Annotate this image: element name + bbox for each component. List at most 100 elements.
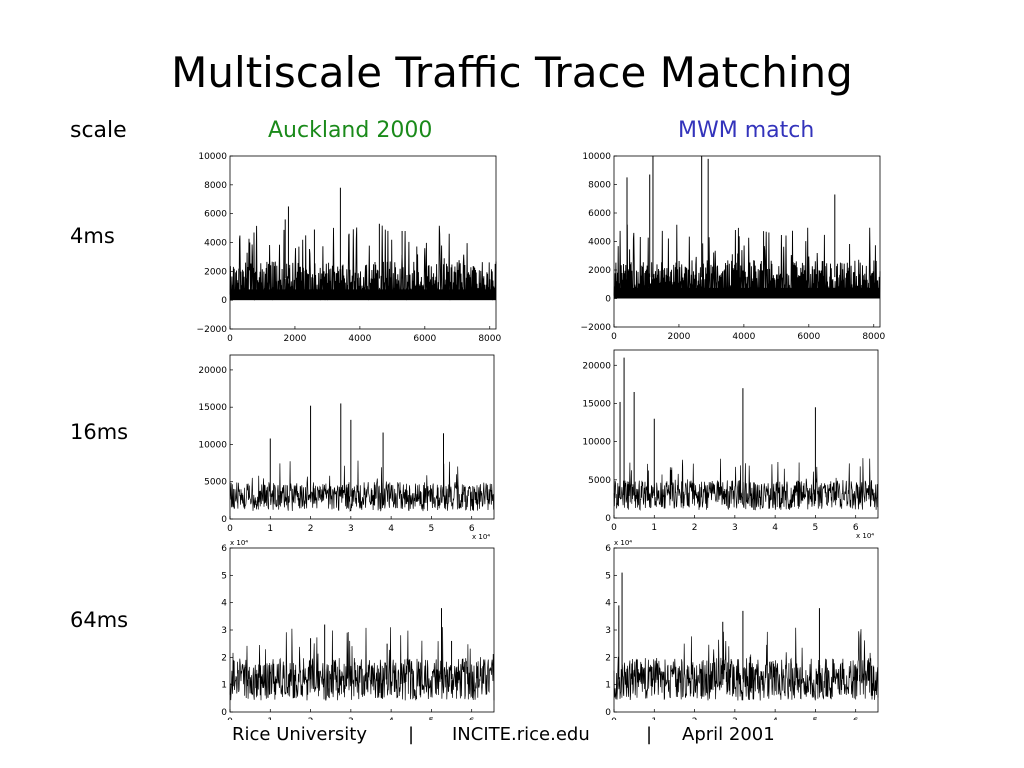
y-tick-label: 10000 <box>582 152 611 162</box>
row-label-64ms: 64ms <box>70 608 129 632</box>
y-tick-label: 6000 <box>588 209 611 219</box>
y-tick-label: 6000 <box>204 210 227 220</box>
x-tick-label: 4 <box>772 717 778 720</box>
y-multiplier-label: x 10⁴ <box>230 539 248 547</box>
trace-dense-band <box>230 289 496 301</box>
trace-series <box>613 224 881 299</box>
y-tick-label: 5000 <box>204 478 227 488</box>
y-tick-label: 0 <box>605 514 611 524</box>
trace-panel: 0 1 2 3 4 5 6 0 5000 10000 15000 20000 x 10⁴ <box>198 354 495 541</box>
x-tick-label: 5 <box>813 717 819 720</box>
y-tick-label: 3 <box>221 626 227 636</box>
y-tick-label: 6 <box>221 544 227 554</box>
y-tick-label: 4000 <box>204 239 227 249</box>
x-tick-label: 0 <box>227 524 233 534</box>
x-tick-label: 2 <box>308 717 314 720</box>
trace-series <box>229 627 495 701</box>
y-tick-label: 3 <box>605 626 611 636</box>
trace-panel: 0 1 2 3 4 5 6 0 5000 10000 15000 20000 x 10⁴ <box>582 349 879 540</box>
x-tick-label: 4 <box>388 717 394 720</box>
y-tick-label: 6 <box>605 544 611 554</box>
plot-frame <box>613 155 881 328</box>
footer-org: Rice University <box>232 724 367 745</box>
x-tick-label: 5 <box>429 717 435 720</box>
column-label-mwm: MWM match <box>678 118 815 143</box>
y-tick-label: 0 <box>605 295 611 305</box>
footer-site: INCITE.rice.edu <box>452 724 590 745</box>
x-tick-label: 8000 <box>862 332 885 342</box>
plot-frame <box>229 155 497 330</box>
y-tick-label: 15000 <box>198 403 227 413</box>
x-tick-label: 6 <box>469 524 475 534</box>
x-tick-label: 6000 <box>797 332 820 342</box>
footer-separator: | <box>408 724 415 745</box>
x-multiplier-label: x 10⁴ <box>856 532 874 540</box>
footer-separator: | <box>646 724 653 745</box>
x-tick-label: 2000 <box>283 334 306 344</box>
x-tick-label: 5 <box>813 523 819 533</box>
y-tick-label: 4 <box>605 599 611 609</box>
trace-panel: 0 2000 4000 6000 8000−2000020004000600080001… <box>581 152 886 342</box>
x-tick-label: 0 <box>611 523 617 533</box>
trace-panel: 01234560123456x 10⁴x 10⁴ <box>221 539 495 720</box>
x-tick-label: 3 <box>732 523 738 533</box>
x-tick-label: 1 <box>267 524 273 534</box>
y-tick-label: 4 <box>221 599 227 609</box>
x-tick-label: 6 <box>853 717 859 720</box>
scale-column-label: scale <box>70 118 127 143</box>
y-tick-label: 20000 <box>198 366 227 376</box>
x-tick-label: 2 <box>692 523 698 533</box>
x-tick-label: 3 <box>732 717 738 720</box>
trace-plots: 0 2000 4000 6000 8000−2000020004000600080001… <box>197 152 886 720</box>
trace-series <box>229 460 495 513</box>
x-multiplier-label: x 10⁴ <box>472 533 490 541</box>
y-tick-label: 1 <box>221 681 227 691</box>
y-tick-label: −2000 <box>581 323 612 333</box>
x-tick-label: 3 <box>348 717 354 720</box>
y-tick-label: 10000 <box>582 438 611 448</box>
row-label-4ms: 4ms <box>70 224 115 248</box>
row-label-16ms: 16ms <box>70 420 129 444</box>
x-tick-label: 3 <box>348 524 354 534</box>
y-tick-label: 15000 <box>582 399 611 409</box>
x-tick-label: 1 <box>651 717 657 720</box>
x-tick-label: 4 <box>388 524 394 534</box>
y-tick-label: 0 <box>221 515 227 525</box>
trace-panel: 01234560123456x 10⁴x 10⁴ <box>605 539 879 720</box>
x-tick-label: 8000 <box>478 334 501 344</box>
x-tick-label: 2 <box>692 717 698 720</box>
page-title: Multiscale Traffic Trace Matching <box>171 48 853 97</box>
x-tick-label: 0 <box>611 332 617 342</box>
x-tick-label: 0 <box>611 717 617 720</box>
x-tick-label: 4000 <box>732 332 755 342</box>
y-tick-label: 10000 <box>198 440 227 450</box>
y-tick-label: 8000 <box>204 181 227 191</box>
y-tick-label: 20000 <box>582 361 611 371</box>
plot-frame <box>229 354 495 520</box>
x-tick-label: 2 <box>308 524 314 534</box>
trace-series <box>229 225 497 301</box>
plot-frame <box>613 349 879 519</box>
x-tick-label: 2000 <box>667 332 690 342</box>
x-tick-label: 0 <box>227 334 233 344</box>
trace-series <box>613 627 879 701</box>
y-tick-label: 0 <box>221 296 227 306</box>
y-tick-label: 2 <box>221 653 227 663</box>
y-tick-label: 5000 <box>588 476 611 486</box>
y-tick-label: 10000 <box>198 152 227 162</box>
y-tick-label: 5 <box>605 571 611 581</box>
column-label-auckland: Auckland 2000 <box>268 118 433 143</box>
y-tick-label: 2000 <box>588 266 611 276</box>
y-tick-label: −2000 <box>197 325 228 335</box>
x-tick-label: 1 <box>651 523 657 533</box>
y-tick-label: 2000 <box>204 267 227 277</box>
y-tick-label: 8000 <box>588 181 611 191</box>
y-tick-label: 1 <box>605 681 611 691</box>
y-multiplier-label: x 10⁴ <box>614 539 632 547</box>
x-tick-label: 1 <box>267 717 273 720</box>
trace-dense-band <box>614 287 880 299</box>
y-tick-label: 4000 <box>588 238 611 248</box>
trace-series <box>613 458 879 511</box>
x-tick-label: 4 <box>772 523 778 533</box>
x-tick-label: 6 <box>853 523 859 533</box>
